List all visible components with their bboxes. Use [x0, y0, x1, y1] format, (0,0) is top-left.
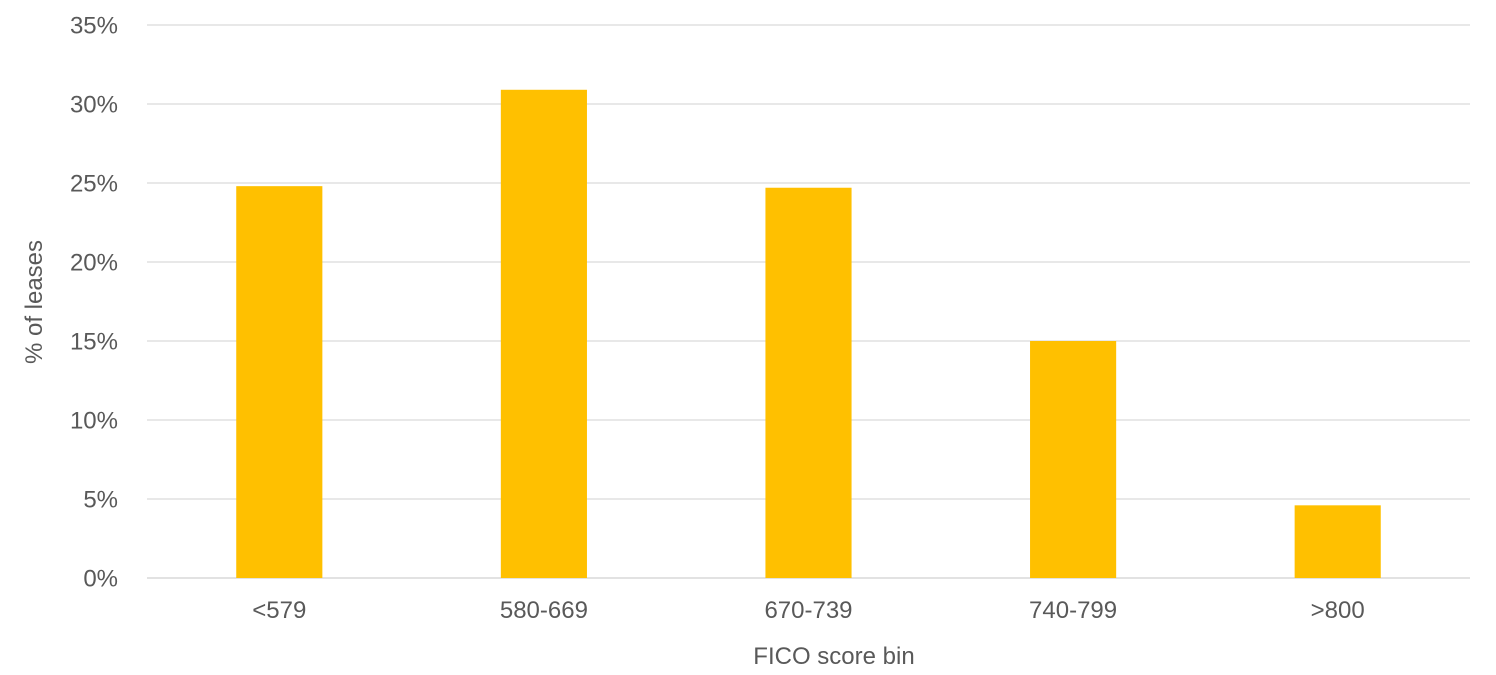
- x-tick-label: >800: [1311, 597, 1365, 624]
- y-tick-label: 30%: [70, 92, 118, 119]
- x-axis-tick-labels: <579 580-669 670-739 740-799 >800: [252, 597, 1364, 624]
- bars: [236, 89, 1381, 579]
- y-axis-tick-labels: 0% 5% 10% 15% 20% 25% 30% 35%: [70, 13, 118, 593]
- bar: [1030, 341, 1117, 578]
- y-tick-label: 35%: [70, 13, 118, 40]
- y-tick-label: 10%: [70, 408, 118, 435]
- bar: [1294, 505, 1381, 578]
- bar: [765, 187, 852, 579]
- y-tick-label: 15%: [70, 329, 118, 356]
- y-tick-label: 25%: [70, 171, 118, 198]
- x-tick-label: 740-799: [1029, 597, 1117, 624]
- y-axis-title: % of leases: [21, 240, 48, 364]
- bar: [500, 89, 587, 578]
- x-tick-label: <579: [252, 597, 306, 624]
- x-axis-title: FICO score bin: [753, 643, 914, 670]
- x-tick-label: 580-669: [500, 597, 588, 624]
- y-tick-label: 5%: [83, 487, 118, 514]
- x-tick-label: 670-739: [764, 597, 852, 624]
- bar: [236, 186, 323, 578]
- y-tick-label: 20%: [70, 250, 118, 277]
- y-tick-label: 0%: [83, 566, 118, 593]
